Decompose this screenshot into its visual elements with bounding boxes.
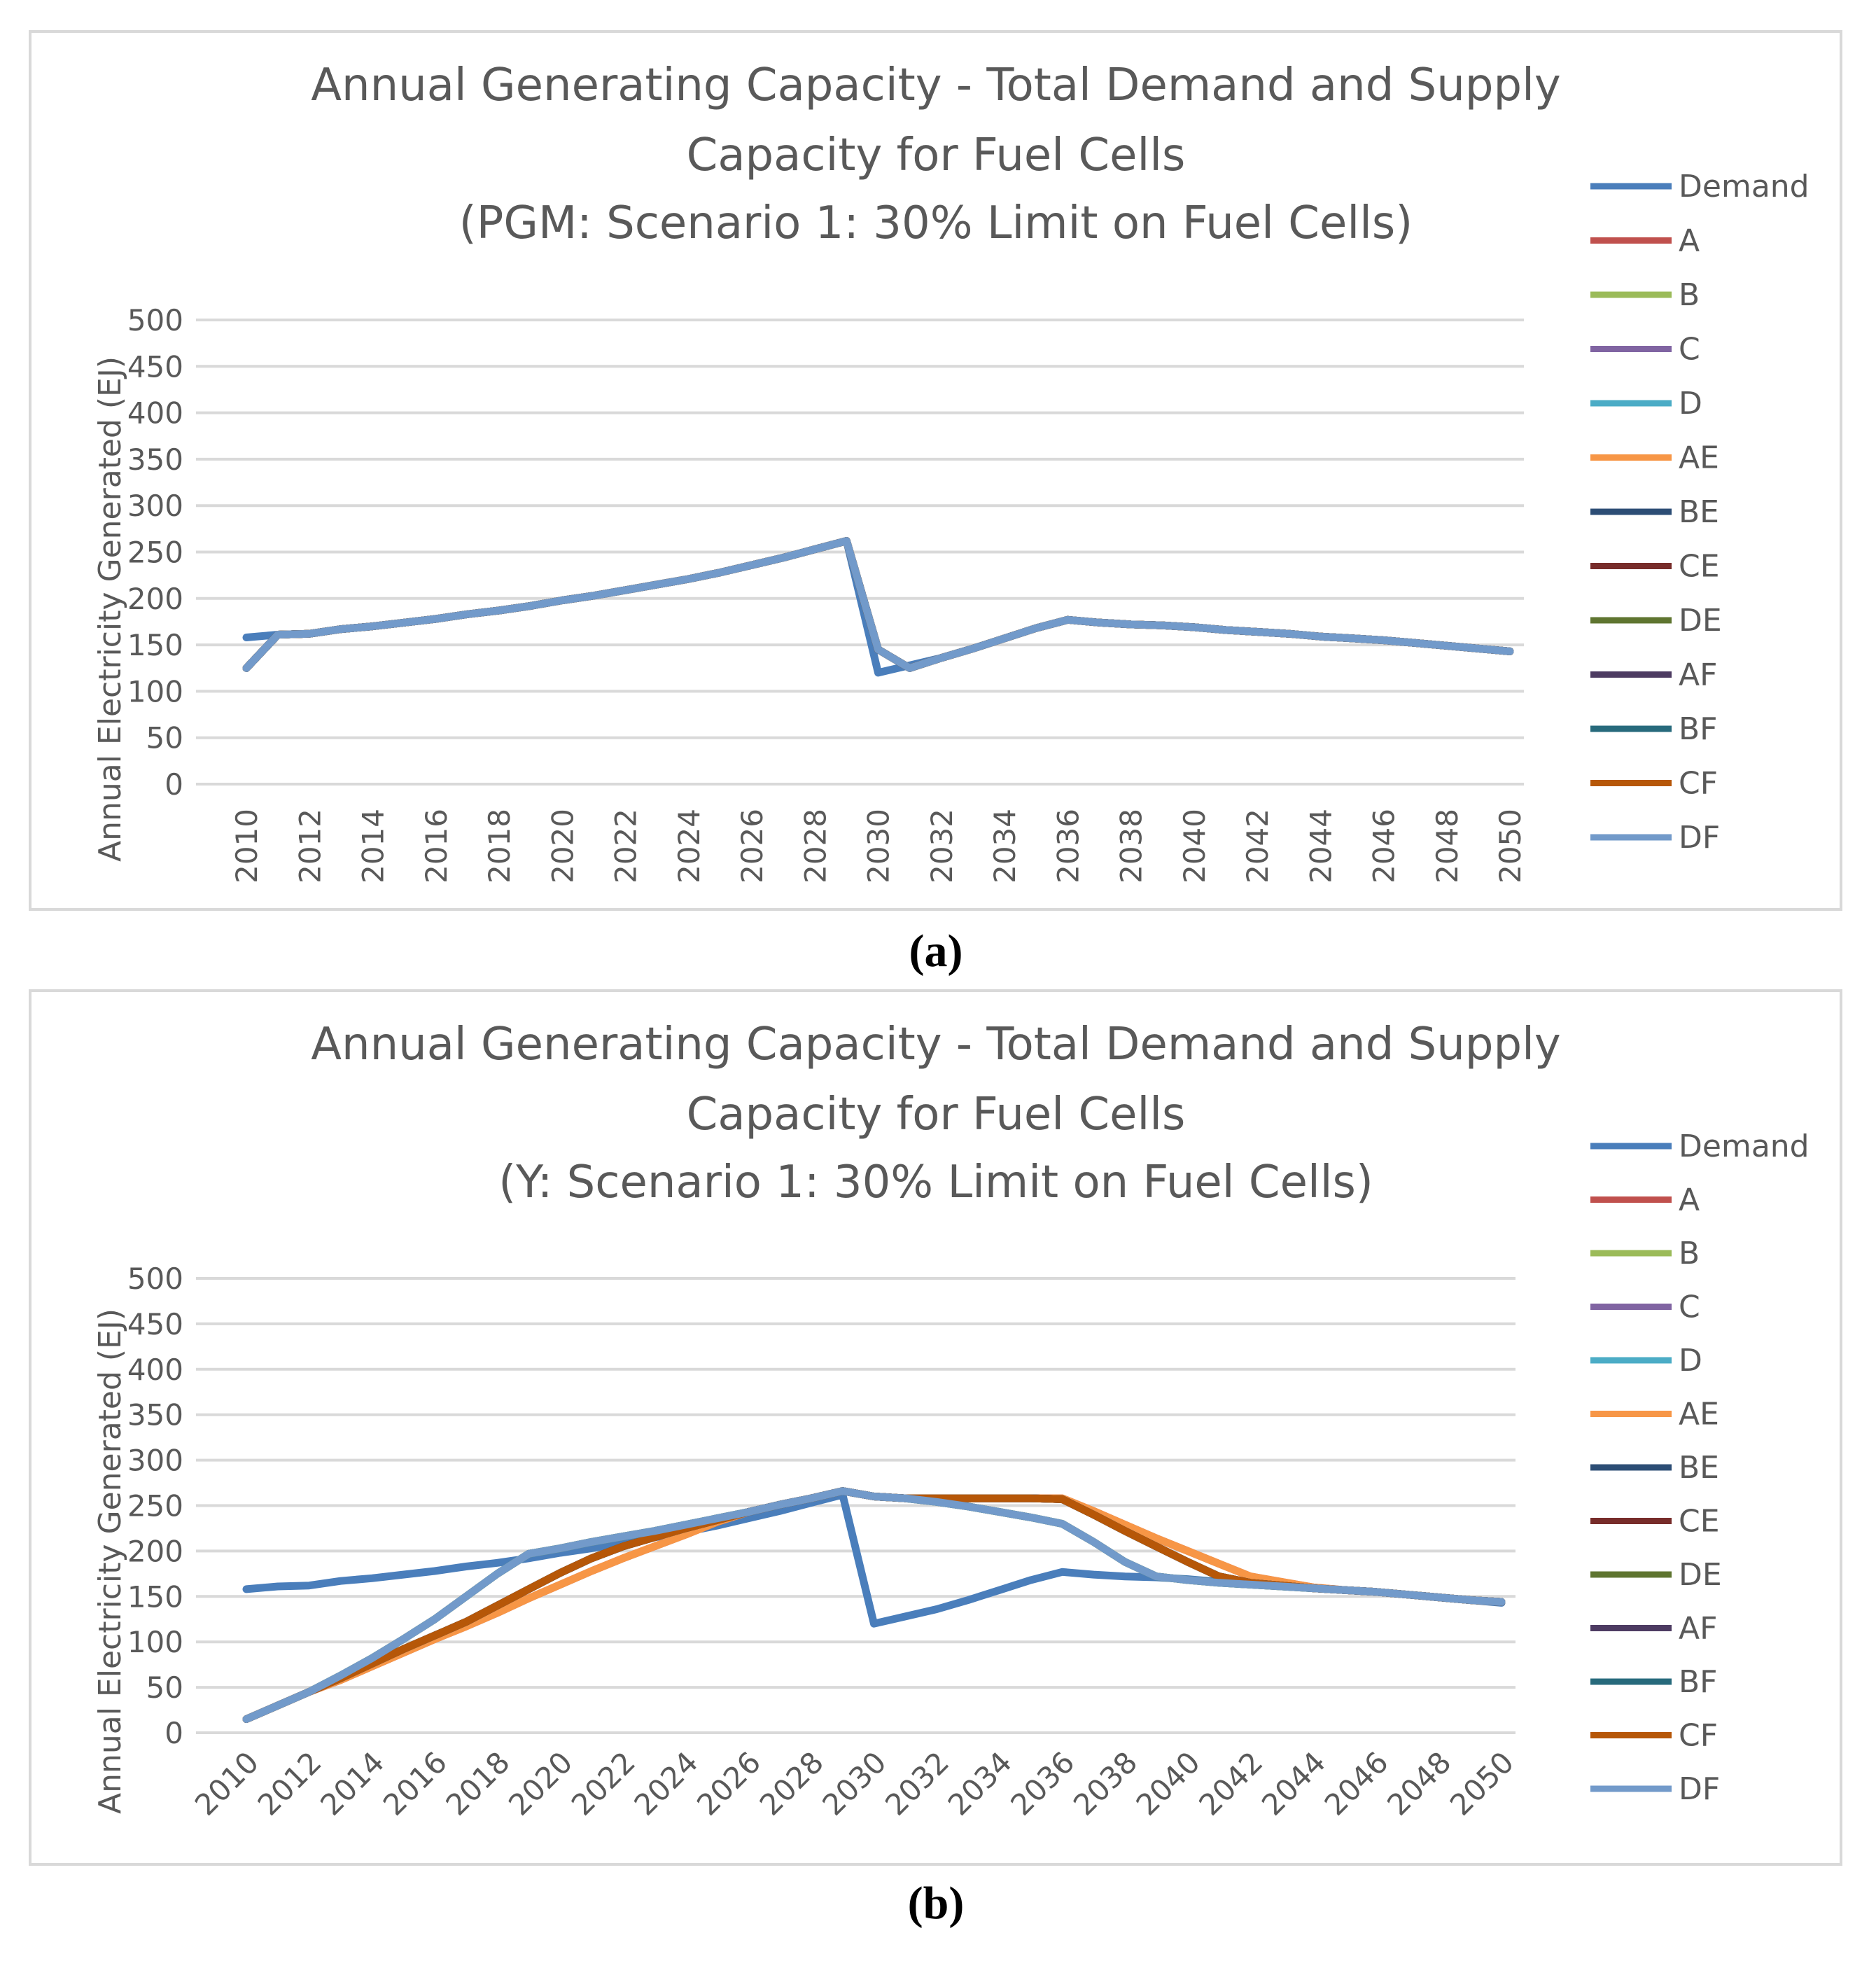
x-tick-label: 2026 — [735, 809, 769, 884]
chart-title-line: Capacity for Fuel Cells — [687, 130, 1186, 181]
panel-caption: (a) — [909, 926, 963, 977]
legend-label: B — [1679, 1236, 1700, 1271]
legend-label: D — [1679, 1343, 1702, 1379]
y-tick-label: 450 — [127, 349, 183, 384]
x-tick-label: 2038 — [1114, 809, 1149, 884]
y-tick-label: 200 — [127, 582, 183, 616]
legend-label: C — [1679, 1290, 1700, 1325]
legend-label: AF — [1679, 657, 1717, 693]
legend-label: BE — [1679, 1450, 1719, 1486]
y-tick-label: 500 — [127, 303, 183, 337]
legend-label: CE — [1679, 549, 1720, 585]
y-tick-label: 300 — [127, 1444, 183, 1478]
y-tick-label: 200 — [127, 1534, 183, 1568]
x-tick-label: 2040 — [1177, 809, 1212, 884]
x-tick-label: 2016 — [419, 809, 454, 884]
x-tick-label: 2042 — [1240, 809, 1275, 884]
chart-title-line: Annual Generating Capacity - Total Deman… — [311, 1019, 1561, 1070]
chart-panel-b: Annual Generating Capacity - Total Deman… — [29, 989, 1842, 1866]
legend-label: AF — [1679, 1611, 1717, 1647]
legend-label: DF — [1679, 820, 1720, 856]
legend-label: BF — [1679, 711, 1718, 747]
legend-label: A — [1679, 1182, 1700, 1218]
x-tick-label: 2020 — [545, 809, 580, 884]
y-tick-label: 250 — [127, 536, 183, 570]
legend-label: BF — [1679, 1664, 1718, 1700]
legend-label: Demand — [1679, 169, 1809, 204]
x-tick-label: 2032 — [925, 809, 959, 884]
chart-title-line: Capacity for Fuel Cells — [687, 1089, 1186, 1140]
y-tick-label: 0 — [164, 767, 183, 802]
legend-label: B — [1679, 277, 1700, 313]
series-line-df — [242, 1487, 1506, 1723]
chart-panel-a: Annual Generating Capacity - Total Deman… — [29, 30, 1842, 911]
y-tick-label: 400 — [127, 396, 183, 431]
legend-label: CE — [1679, 1504, 1720, 1540]
series-line-df — [242, 537, 1514, 672]
legend-label: AE — [1679, 440, 1719, 476]
legend-label: A — [1679, 223, 1700, 259]
x-tick-label: 2036 — [1051, 809, 1085, 884]
x-tick-label: 2034 — [988, 809, 1022, 884]
y-tick-label: 50 — [146, 721, 183, 755]
y-axis-label: Annual Electricity Generated (EJ) — [92, 1308, 128, 1814]
chart-title-line: Annual Generating Capacity - Total Deman… — [311, 60, 1561, 111]
x-tick-label: 2022 — [609, 809, 643, 884]
y-axis-label: Annual Electricity Generated (EJ) — [92, 356, 128, 862]
y-tick-label: 500 — [127, 1262, 183, 1296]
y-tick-label: 100 — [127, 1625, 183, 1659]
x-tick-label: 2028 — [798, 809, 832, 884]
y-tick-label: 300 — [127, 489, 183, 523]
x-tick-label: 2044 — [1303, 809, 1338, 884]
x-tick-label: 2010 — [230, 809, 264, 884]
y-tick-label: 400 — [127, 1353, 183, 1387]
y-tick-label: 250 — [127, 1489, 183, 1523]
x-tick-label: 2024 — [672, 809, 706, 884]
y-tick-label: 0 — [164, 1716, 183, 1750]
legend-label: Demand — [1679, 1129, 1809, 1164]
x-tick-label: 2012 — [293, 809, 327, 884]
y-tick-label: 150 — [127, 1579, 183, 1614]
legend-label: DE — [1679, 1557, 1722, 1593]
chart-title-line: (PGM: Scenario 1: 30% Limit on Fuel Cell… — [459, 197, 1413, 249]
x-tick-label: 2018 — [482, 809, 517, 884]
x-tick-label: 2050 — [1493, 809, 1527, 884]
legend-label: CF — [1679, 1718, 1718, 1754]
y-tick-label: 350 — [127, 442, 183, 477]
legend-label: DE — [1679, 603, 1722, 638]
x-tick-label: 2048 — [1430, 809, 1464, 884]
y-tick-label: 50 — [146, 1670, 183, 1705]
legend-label: C — [1679, 332, 1700, 368]
chart-frame — [29, 989, 1842, 1866]
y-tick-label: 150 — [127, 628, 183, 662]
panel-caption: (b) — [908, 1878, 965, 1929]
legend-label: D — [1679, 386, 1702, 421]
x-tick-label: 2046 — [1367, 809, 1401, 884]
x-tick-label: 2014 — [356, 809, 391, 884]
x-tick-label: 2030 — [862, 809, 896, 884]
chart-title-line: (Y: Scenario 1: 30% Limit on Fuel Cells) — [498, 1157, 1373, 1208]
legend-label: AE — [1679, 1397, 1719, 1432]
y-tick-label: 100 — [127, 674, 183, 709]
chart-frame — [29, 30, 1842, 911]
legend-label: BE — [1679, 494, 1719, 530]
y-tick-label: 350 — [127, 1398, 183, 1432]
y-tick-label: 450 — [127, 1307, 183, 1341]
legend-label: CF — [1679, 766, 1718, 802]
legend-label: DF — [1679, 1771, 1720, 1807]
